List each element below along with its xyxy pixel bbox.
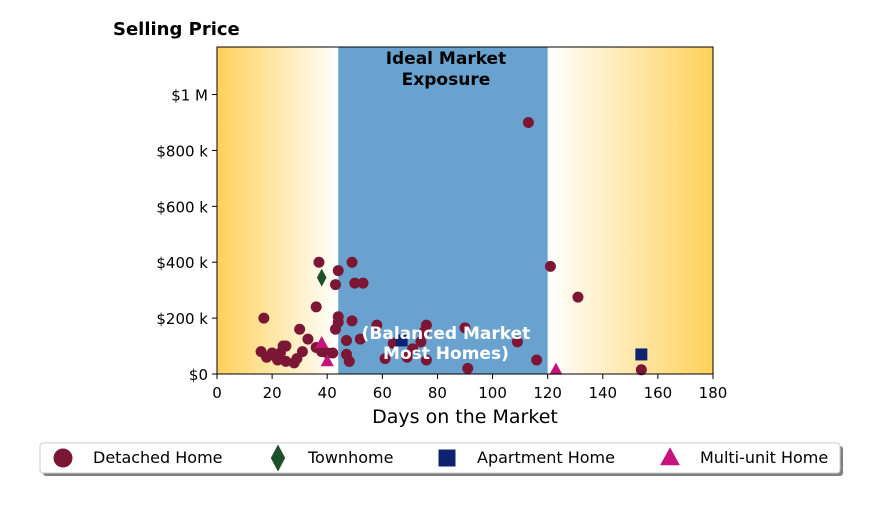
data-point-triangle (549, 362, 563, 375)
market-bands (217, 47, 713, 374)
data-point-circle (407, 343, 419, 355)
data-point-circle (294, 323, 306, 335)
y-tick-label: $200 k (156, 310, 208, 328)
data-point-diamond (316, 268, 327, 287)
band-sublabel-line1: (Balanced Market (362, 324, 531, 344)
legend-marker-circle (53, 448, 73, 468)
band-gradient-left (217, 47, 339, 374)
data-point-circle (379, 353, 391, 365)
data-point-circle (329, 279, 341, 291)
data-point-circle (349, 277, 361, 289)
band-title-line2: Exposure (402, 70, 491, 90)
band-title-line1: Ideal Market (386, 49, 507, 69)
data-point-circle (332, 265, 344, 277)
data-point-triangle (315, 336, 329, 349)
y-tick-label: $1 M (171, 87, 208, 105)
data-point-circle (280, 340, 292, 352)
band-gradient-right (547, 47, 713, 374)
x-tick-label: 140 (588, 384, 617, 402)
x-axis-title: Days on the Market (372, 406, 558, 428)
legend-marker-square (438, 449, 456, 467)
y-tick-label: $0 (189, 366, 208, 384)
data-point-circle (327, 347, 339, 359)
data-point-circle (332, 311, 344, 323)
legend-label: Detached Home (93, 448, 223, 467)
data-point-circle (310, 301, 322, 313)
data-point-circle (313, 256, 325, 268)
data-point-circle (544, 260, 556, 272)
x-tick-label: 100 (478, 384, 507, 402)
y-axis-ticks: $0 $200 k $400 k $600 k $800 k $1 M (156, 87, 217, 384)
data-point-circle (511, 336, 523, 348)
chart-title: Selling Price (113, 19, 240, 40)
data-point-circle (522, 116, 534, 128)
x-tick-label: 160 (644, 384, 673, 402)
data-point-circle (371, 319, 383, 331)
data-points (255, 116, 648, 376)
legend-marker-triangle (660, 447, 680, 466)
legend-label: Apartment Home (477, 448, 615, 467)
data-point-circle (420, 319, 432, 331)
y-tick-label: $800 k (156, 142, 208, 160)
data-point-circle (302, 333, 314, 345)
legend-label: Townhome (307, 448, 393, 467)
data-point-circle (280, 355, 292, 367)
data-point-circle (420, 354, 432, 366)
data-point-triangle (320, 354, 334, 367)
x-tick-label: 60 (373, 384, 392, 402)
data-point-circle (346, 256, 358, 268)
x-tick-label: 180 (699, 384, 728, 402)
band-solid (338, 47, 548, 374)
legend-items: Detached Home Townhome Apartment Home Multi… (53, 444, 828, 472)
data-point-circle (462, 362, 474, 374)
data-point-circle (357, 277, 369, 289)
data-point-circle (401, 351, 413, 363)
data-point-circle (343, 355, 355, 367)
data-point-circle (341, 334, 353, 346)
x-tick-label: 80 (428, 384, 447, 402)
data-point-circle (415, 336, 427, 348)
data-point-square (395, 334, 408, 347)
data-point-circle (635, 364, 647, 376)
x-axis-ticks: 0 20 40 60 80 100 120 140 160 180 (212, 374, 727, 402)
y-tick-label: $600 k (156, 198, 208, 216)
plot-frame (216, 46, 714, 375)
band-sublabel-line2: Most Homes) (383, 344, 509, 364)
y-tick-label: $400 k (156, 254, 208, 272)
data-point-circle (459, 322, 471, 334)
data-point-square (635, 348, 648, 361)
legend-label: Multi-unit Home (700, 448, 828, 467)
data-point-circle (296, 346, 308, 358)
data-point-circle (258, 312, 270, 324)
legend: Detached Home Townhome Apartment Home Multi… (39, 442, 843, 476)
x-tick-label: 40 (318, 384, 337, 402)
x-tick-label: 0 (212, 384, 222, 402)
data-point-circle (572, 291, 584, 303)
data-point-circle (354, 333, 366, 345)
data-point-circle (531, 354, 543, 366)
data-point-circle (346, 315, 358, 327)
legend-marker-diamond (270, 444, 286, 472)
x-tick-label: 20 (263, 384, 282, 402)
x-tick-label: 120 (533, 384, 562, 402)
